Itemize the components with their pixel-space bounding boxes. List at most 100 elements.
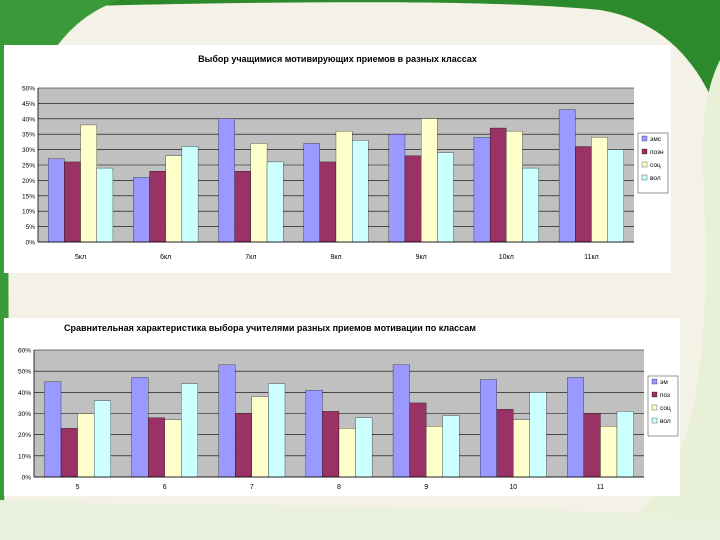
legend-swatch-соц: [641, 161, 648, 168]
chart-panel-students: 0% 5% 10% 15% 20% 25% 30% 35% 40% 45% 50% 5кл 6кл 7кл…: [4, 45, 671, 273]
y-tick-label: 30%: [18, 411, 31, 418]
x-tick-label: 9: [424, 484, 428, 491]
bar-эм-11: [567, 377, 585, 478]
chart-panel-teachers: 0% 10% 20% 30% 40% 50% 60% 5 6 7 8 9 10 11 эм поз соц вол…: [4, 318, 680, 496]
legend-swatch-позн: [641, 148, 648, 155]
bar-соц-11: [600, 426, 618, 478]
bar-соц-5кл: [80, 124, 97, 243]
bar-поз-10: [496, 409, 514, 478]
x-tick-label: 10: [509, 484, 517, 491]
y-tick-label: 35%: [22, 132, 35, 139]
x-tick-label: 10кл: [499, 254, 514, 261]
bar-соц-9: [425, 426, 443, 478]
bar-вол-5: [93, 400, 111, 478]
bar-позн-6кл: [149, 171, 166, 243]
legend-label-вол: вол: [650, 175, 661, 182]
bar-вол-9: [442, 415, 460, 478]
x-tick-label: 8кл: [330, 254, 341, 261]
x-tick-label: 11: [597, 484, 604, 491]
bar-поз-8: [322, 411, 340, 478]
y-tick-label: 50%: [22, 86, 35, 93]
bar-вол-6кл: [181, 146, 199, 243]
y-tick-label: 5%: [26, 224, 36, 231]
y-tick-label: 20%: [18, 432, 31, 439]
bar-вол-8кл: [352, 140, 369, 243]
bar-вол-11кл: [607, 149, 624, 243]
bar-соц-8: [338, 428, 356, 478]
bar-вол-10: [529, 392, 547, 478]
legend-swatch-вол: [641, 174, 648, 181]
bar-эм-8: [305, 390, 323, 478]
x-tick-label: 11кл: [584, 254, 599, 261]
bar-эм-9: [392, 364, 410, 478]
y-tick-label: 30%: [22, 147, 35, 154]
bar-вол-7кл: [266, 161, 284, 243]
bar-эмс-7кл: [218, 118, 235, 243]
y-tick-label: 40%: [18, 390, 31, 397]
bar-позн-7кл: [234, 171, 252, 243]
y-tick-label: 15%: [22, 193, 35, 200]
bar-вол-7: [268, 383, 286, 478]
bar-эмс-10кл: [473, 137, 491, 243]
y-tick-label: 60%: [18, 348, 31, 355]
bar-соц-11кл: [591, 137, 608, 243]
legend-swatch-соц: [651, 404, 658, 411]
x-tick-label: 6кл: [160, 254, 171, 261]
bar-поз-11: [583, 413, 601, 478]
legend-swatch-эмс: [641, 135, 648, 142]
bar-вол-9кл: [437, 152, 454, 243]
bar-позн-11кл: [575, 146, 592, 243]
y-tick-label: 0%: [26, 240, 36, 247]
bar-соц-9кл: [420, 118, 438, 243]
bar-позн-8кл: [319, 161, 337, 243]
legend-label-соц: соц: [650, 162, 661, 169]
x-tick-label: 6: [163, 484, 167, 491]
y-tick-label: 25%: [22, 163, 35, 170]
bar-эм-5: [44, 381, 62, 478]
bar-соц-7: [251, 396, 269, 478]
bar-эмс-9кл: [388, 134, 406, 243]
top-green-border: [0, 0, 720, 120]
legend-swatch-вол: [651, 417, 658, 424]
bar-поз-7: [235, 413, 253, 478]
bar-соц-10: [513, 419, 530, 478]
legend-label-поз: поз: [660, 392, 670, 399]
bar-вол-5кл: [96, 167, 114, 243]
chart-title-students: Выбор учащимися мотивирующих приемов в р…: [198, 54, 477, 64]
legend-label-эмс: эмс: [650, 136, 662, 143]
bottom-light-border: [0, 500, 720, 540]
bar-вол-11: [616, 411, 634, 478]
bar-поз-5: [60, 428, 78, 478]
bar-соц-6кл: [165, 155, 183, 243]
y-tick-label: 10%: [18, 453, 31, 460]
chart-students: 0% 5% 10% 15% 20% 25% 30% 35% 40% 45% 50% 5кл 6кл 7кл…: [22, 86, 669, 261]
bar-соц-5: [77, 413, 95, 478]
bar-соц-8кл: [335, 130, 353, 243]
bar-соц-7кл: [250, 143, 268, 243]
bar-вол-6: [181, 383, 198, 478]
bar-соц-10кл: [506, 130, 523, 243]
y-tick-label: 40%: [22, 116, 35, 123]
bar-эм-6: [131, 377, 149, 478]
x-tick-label: 7: [250, 484, 254, 491]
bar-вол-8: [355, 417, 373, 478]
x-tick-label: 5: [76, 484, 80, 491]
bar-поз-9: [409, 402, 427, 478]
bar-эм-7: [218, 364, 236, 478]
bar-эм-10: [480, 379, 497, 478]
bar-эмс-5кл: [48, 158, 65, 243]
y-tick-label: 20%: [22, 178, 35, 185]
y-tick-label: 45%: [22, 101, 35, 108]
y-tick-label: 50%: [18, 369, 31, 376]
chart-title-teachers: Сравнительная характеристика выбора учит…: [64, 323, 476, 333]
legend-swatch-поз: [651, 391, 658, 398]
legend-swatch-эм: [651, 378, 658, 385]
x-tick-label: 9кл: [416, 254, 427, 261]
chart-teachers: 0% 10% 20% 30% 40% 50% 60% 5 6 7 8 9 10 11 эм поз соц вол: [18, 348, 679, 491]
legend-label-позн: позн: [650, 149, 664, 156]
bar-соц-6: [164, 419, 182, 478]
bar-позн-5кл: [64, 161, 81, 243]
legend-label-соц: соц: [660, 405, 671, 412]
bar-вол-10кл: [522, 167, 539, 243]
legend-label-эм: эм: [660, 379, 668, 386]
